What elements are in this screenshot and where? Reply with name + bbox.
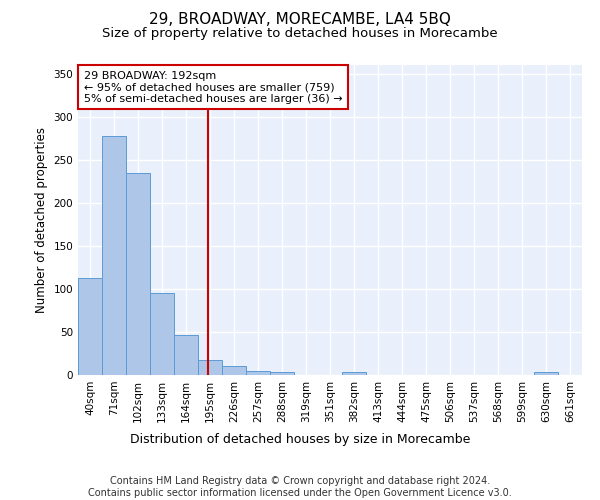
Bar — [126, 172, 150, 375]
Bar — [150, 293, 174, 375]
Text: Contains HM Land Registry data © Crown copyright and database right 2024.
Contai: Contains HM Land Registry data © Crown c… — [88, 476, 512, 498]
Text: 29 BROADWAY: 192sqm
← 95% of detached houses are smaller (759)
5% of semi-detach: 29 BROADWAY: 192sqm ← 95% of detached ho… — [83, 70, 342, 104]
Bar — [222, 366, 246, 375]
Bar — [78, 278, 102, 375]
Bar — [270, 372, 294, 375]
Text: Distribution of detached houses by size in Morecambe: Distribution of detached houses by size … — [130, 432, 470, 446]
Text: Size of property relative to detached houses in Morecambe: Size of property relative to detached ho… — [102, 28, 498, 40]
Bar — [246, 370, 270, 375]
Bar — [342, 372, 366, 375]
Bar — [534, 372, 558, 375]
Y-axis label: Number of detached properties: Number of detached properties — [35, 127, 48, 313]
Bar — [198, 360, 222, 375]
Text: 29, BROADWAY, MORECAMBE, LA4 5BQ: 29, BROADWAY, MORECAMBE, LA4 5BQ — [149, 12, 451, 28]
Bar — [174, 334, 198, 375]
Bar — [102, 136, 126, 375]
